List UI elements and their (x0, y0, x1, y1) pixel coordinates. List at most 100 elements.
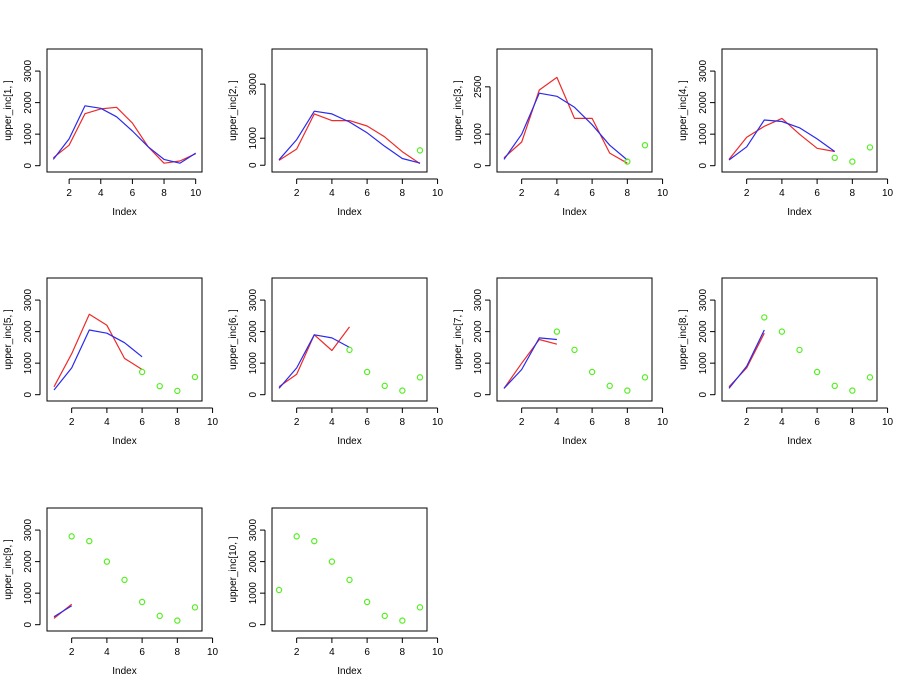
panel-10-y-tick-label-2: 2000 (248, 550, 259, 573)
panel-10-y-tick-label-1: 1000 (248, 582, 259, 605)
panel-9-y-axis-title: upper_inc[9, ] (3, 539, 14, 600)
panel-7-point-3 (606, 382, 613, 390)
panel-10-x-axis-title: Index (337, 666, 361, 677)
panel-2-x-tick-label-0: 2 (294, 188, 300, 199)
panel-10-x-tick-label-2: 6 (364, 647, 370, 658)
panel-8-x-tick-label-1: 4 (779, 417, 785, 428)
panel-8-point-5 (849, 387, 856, 394)
panel-10-y-tick-label-0: 0 (248, 621, 259, 627)
panel-7-point-5 (641, 374, 649, 381)
panel-9-plot-frame (46, 507, 203, 632)
panel-7-plot-frame (496, 277, 653, 402)
panel-5-x-tick-label-2: 6 (139, 417, 145, 428)
panel-4-point-1 (849, 158, 856, 165)
panel-2-x-tick-label-1: 4 (329, 188, 335, 199)
panel-7-x-tick-label-2: 6 (589, 417, 595, 428)
panel-3-x-axis-title: Index (562, 207, 586, 218)
panel-3-plot-frame (496, 48, 653, 173)
panel-4-point-0 (831, 154, 838, 162)
panel-9-point-2 (103, 558, 111, 565)
panel-6-x-tick-label-3: 8 (400, 417, 406, 428)
panel-2-x-tick-label-4: 10 (432, 188, 444, 199)
panel-9-point-5 (156, 612, 163, 620)
panel-2-series-red-line (278, 113, 421, 165)
panel-4-x-tick-label-1: 4 (779, 188, 785, 199)
panel-4-y-tick-label-1: 1000 (698, 123, 709, 146)
panel-6-x-tick-label-0: 2 (294, 417, 300, 428)
panel-8-x-axis-title: Index (787, 436, 811, 447)
panel-1: 2 4 6 8 10 0 1000 2000 3000 Index upper_inc[1, ] (3, 48, 203, 218)
panel-1-x-tick-label-2: 6 (130, 188, 136, 199)
panel-4-series-blue-line (728, 119, 836, 161)
panel-3-x-tick-label-0: 2 (519, 188, 525, 199)
panel-8-point-1 (778, 328, 786, 335)
panel-9-y-tick-label-2: 2000 (23, 550, 34, 573)
panel-5-y-tick-label-1: 1000 (23, 352, 34, 375)
panel-4-series-red-line (728, 117, 835, 160)
panel-3-series-red-line (503, 76, 628, 164)
panel-8-y-tick-label-0: 0 (698, 391, 709, 397)
panel-1-series-red-line (52, 106, 196, 164)
panel-6-x-axis-title: Index (337, 436, 361, 447)
panel-5-point-1 (156, 382, 163, 390)
panel-10-point-8 (416, 604, 424, 611)
panel-8-y-tick-label-2: 2000 (698, 320, 709, 343)
panel-4-y-tick-label-3: 3000 (698, 60, 709, 83)
panel-7-x-axis-title: Index (562, 436, 586, 447)
panel-5-y-axis-title: upper_inc[5, ] (3, 309, 14, 370)
panel-8-point-0 (761, 314, 768, 321)
panel-6-series-blue-line (278, 334, 350, 389)
panel-8-point-6 (866, 374, 874, 381)
panel-6: 2 4 6 8 10 0 1000 2000 3000 Index upper_inc[6, ] (228, 277, 444, 447)
panel-3-x-tick-label-3: 8 (625, 188, 631, 199)
panel-10-point-0 (275, 586, 283, 594)
panel-1-y-tick-label-1: 1000 (23, 123, 34, 146)
panel-4-x-tick-label-0: 2 (744, 188, 750, 199)
panel-8-x-tick-label-0: 2 (744, 417, 750, 428)
panel-2-y-axis-title: upper_inc[2, ] (228, 80, 239, 141)
panel-6-y-tick-label-1: 1000 (248, 352, 259, 375)
panel-9-point-0 (68, 533, 75, 540)
panel-1-x-tick-label-1: 4 (98, 188, 104, 199)
panel-3-point-0 (624, 158, 631, 165)
panel-8-x-tick-label-3: 8 (850, 417, 856, 428)
panel-8-plot-frame (721, 277, 878, 402)
panel-6-plot-frame (271, 277, 428, 402)
panel-10-point-5 (363, 598, 371, 606)
panel-2-point-0 (416, 147, 424, 154)
panel-3-y-tick-label-1: 1000 (473, 123, 484, 146)
panel-9: 2 4 6 8 10 0 1000 2000 3000 Index upper_inc[9, ] (3, 507, 219, 677)
panel-6-point-4 (416, 374, 424, 381)
panel-5: 2 4 6 8 10 0 1000 2000 3000 Index upper_inc[5, ] (3, 277, 219, 447)
panel-5-x-tick-label-0: 2 (69, 417, 75, 428)
panel-6-x-tick-label-2: 6 (364, 417, 370, 428)
panel-4-plot-frame (721, 48, 878, 173)
panel-5-series-red-line (53, 313, 143, 388)
panel-3: 2 4 6 8 10 0 1000 2500 Index upper_inc[3, ] (453, 48, 669, 218)
panel-3-x-tick-label-1: 4 (554, 188, 560, 199)
panel-6-y-tick-label-0: 0 (248, 391, 259, 397)
panel-10: 2 4 6 8 10 0 1000 2000 3000 Index upper_inc[10, ] (228, 507, 444, 677)
panel-6-y-axis-title: upper_inc[6, ] (228, 309, 239, 370)
panel-6-point-3 (399, 387, 406, 394)
panel-7: 2 4 6 8 10 0 1000 2000 3000 Index upper_inc[7, ] (453, 277, 669, 447)
panel-7-y-tick-label-2: 2000 (473, 320, 484, 343)
panel-5-y-tick-label-2: 2000 (23, 320, 34, 343)
panel-9-point-3 (121, 576, 128, 584)
panel-8-series-blue-line (728, 329, 765, 389)
panel-7-y-axis-title: upper_inc[7, ] (453, 309, 464, 370)
panel-1-series-blue-line (52, 105, 197, 164)
panel-10-x-tick-label-3: 8 (400, 647, 406, 658)
panel-7-y-tick-label-0: 0 (473, 391, 484, 397)
panel-9-series-blue-line (53, 605, 73, 618)
panel-9-point-6 (174, 617, 181, 624)
panel-2-x-tick-label-2: 6 (364, 188, 370, 199)
panel-2-series-blue-line (278, 110, 421, 164)
panel-2-x-axis-title: Index (337, 207, 361, 218)
panel-10-point-7 (399, 617, 406, 624)
panel-1-y-tick-label-0: 0 (23, 162, 34, 168)
panel-10-x-tick-label-4: 10 (432, 647, 444, 658)
panel-5-x-tick-label-4: 10 (207, 417, 219, 428)
panel-9-x-axis-title: Index (112, 666, 136, 677)
panel-10-point-1 (293, 533, 300, 540)
